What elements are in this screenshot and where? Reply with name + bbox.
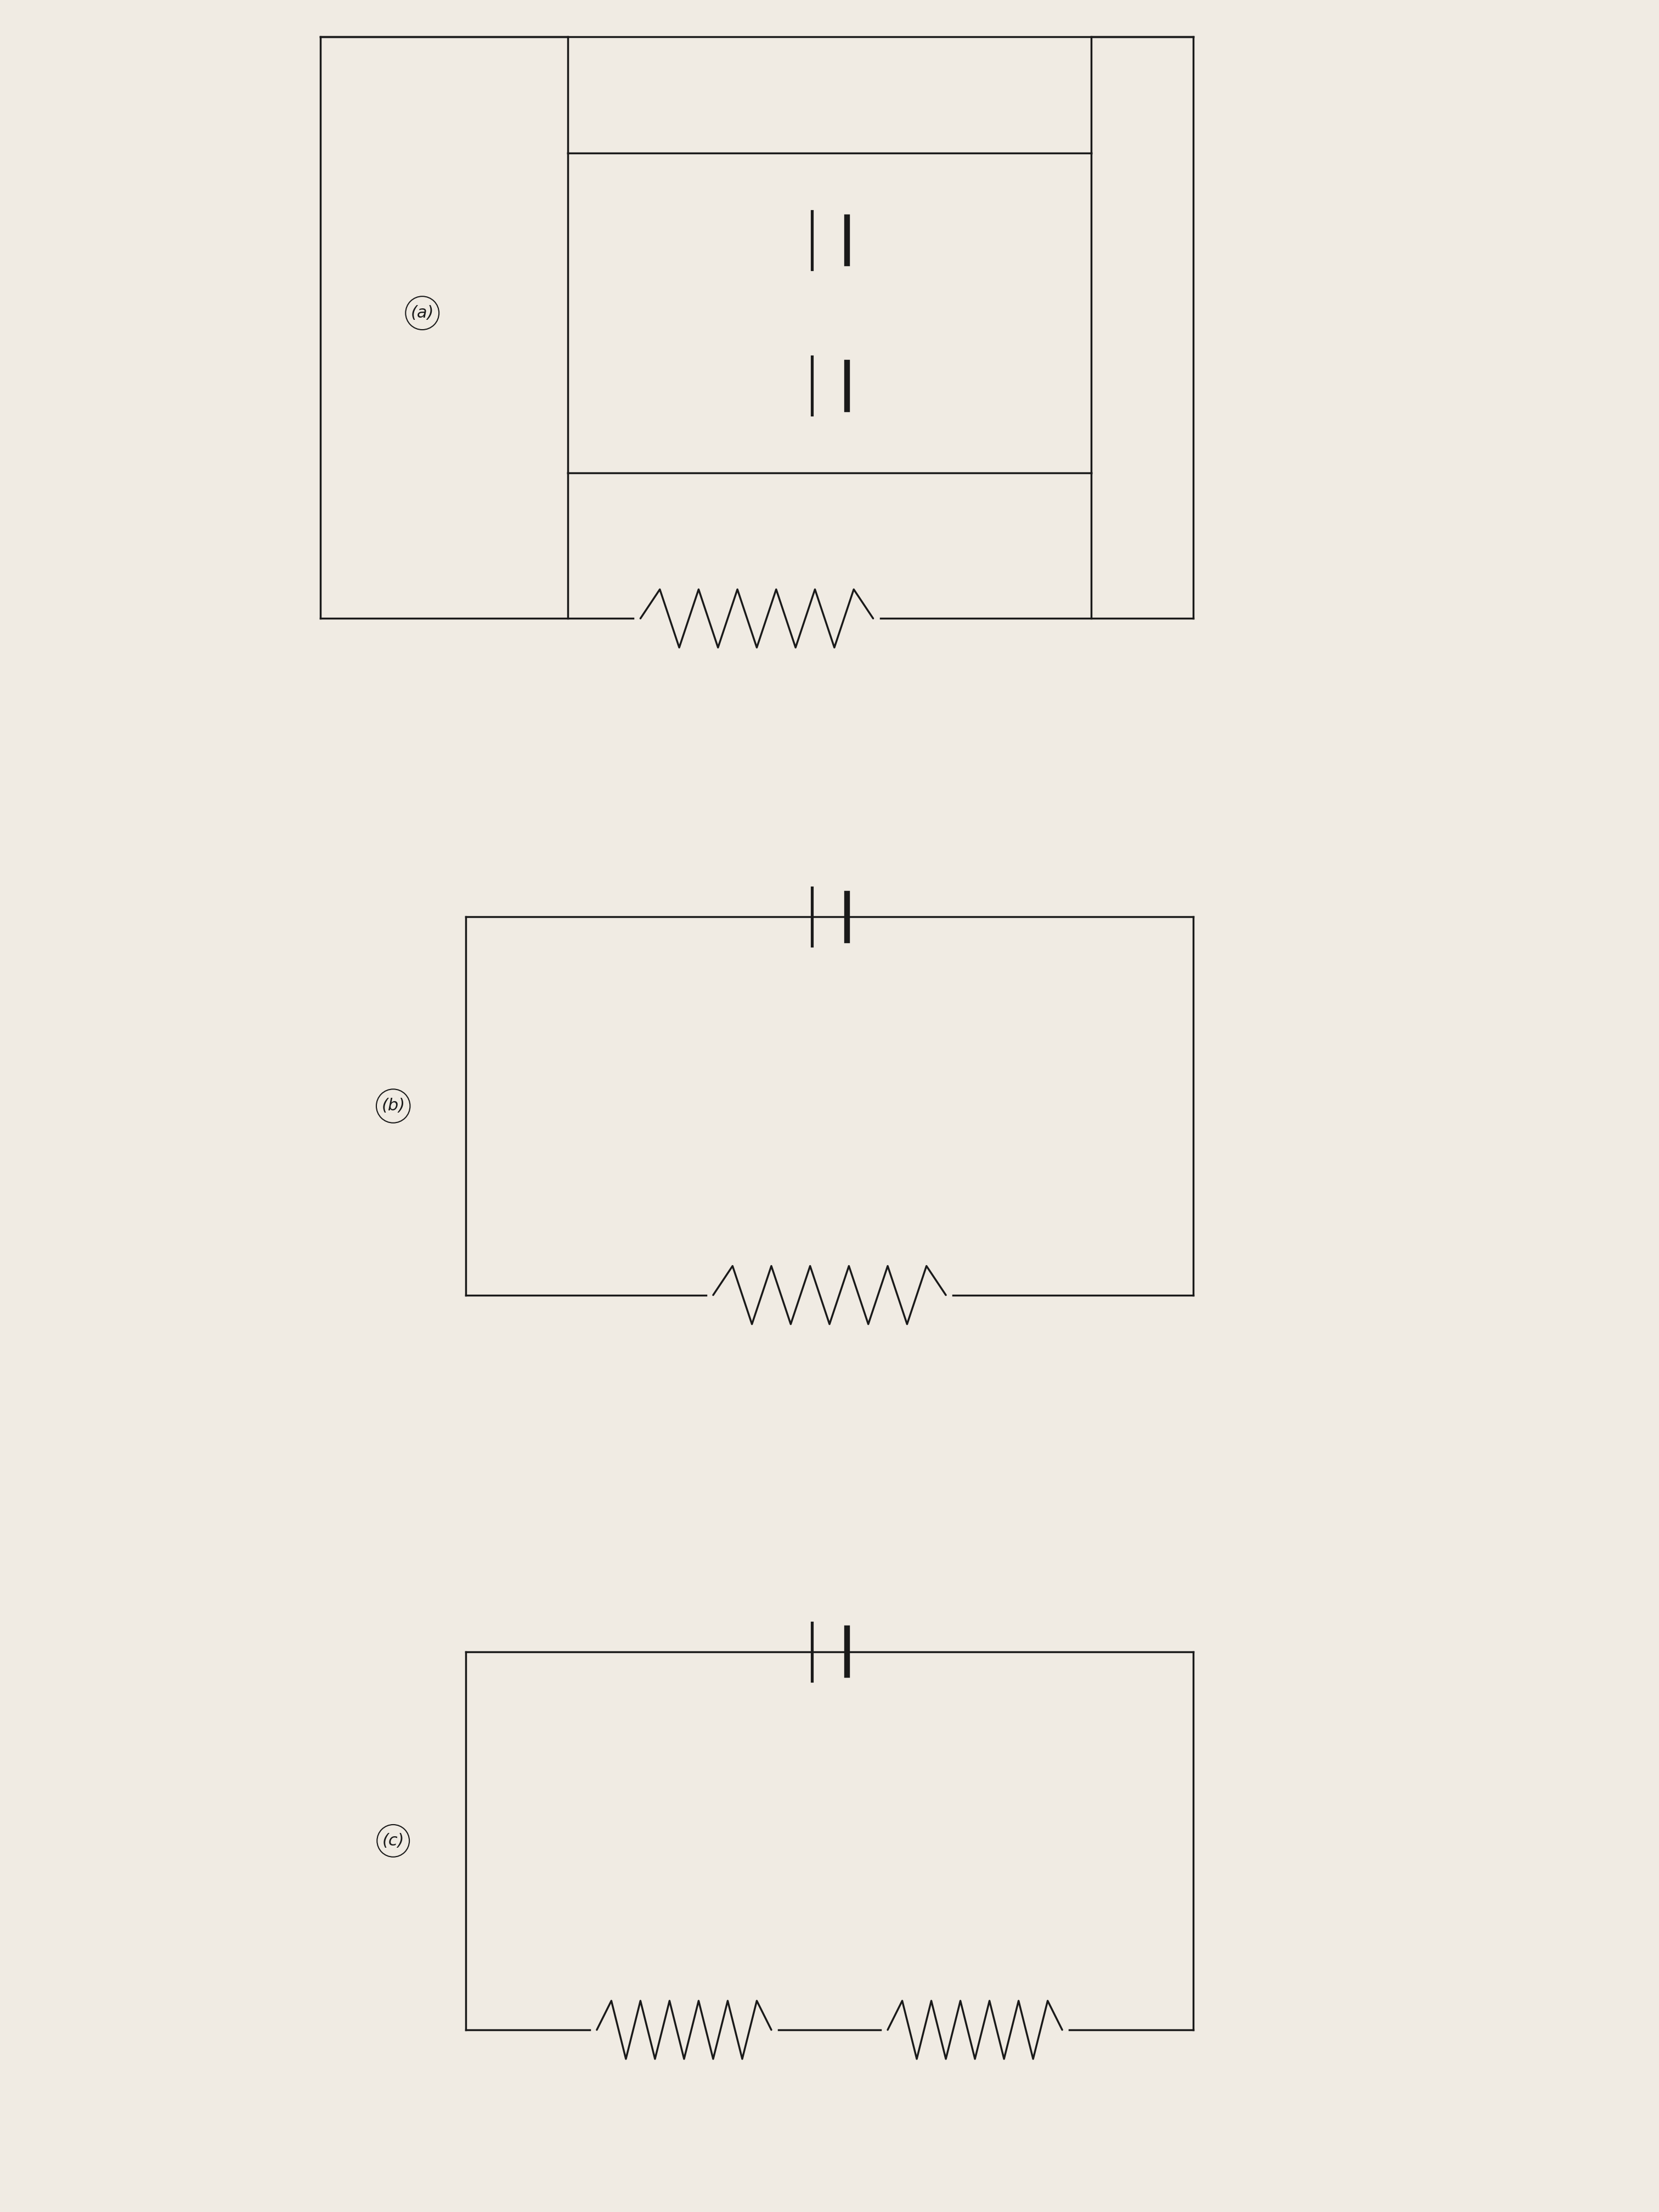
Text: (c): (c) — [382, 1834, 405, 1849]
Text: (a): (a) — [411, 305, 435, 321]
Text: (b): (b) — [382, 1097, 405, 1115]
